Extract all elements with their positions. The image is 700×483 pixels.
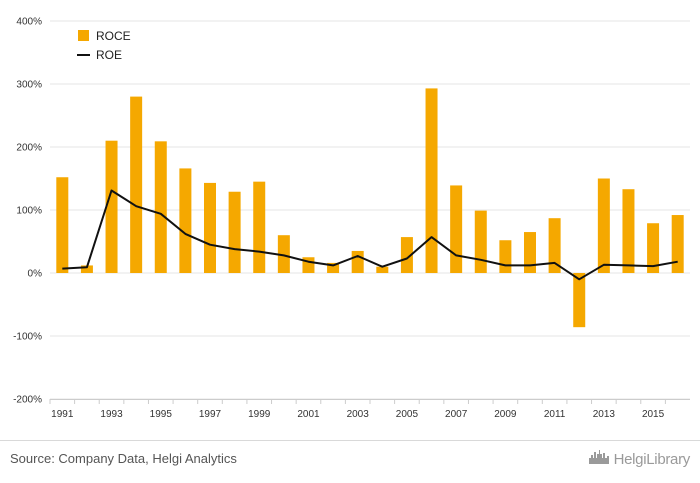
- legend-swatch-roce: [78, 30, 89, 41]
- roce-bar-2012: [573, 273, 586, 328]
- roce-bar-1999: [253, 181, 266, 273]
- y-tick-label: -200%: [13, 395, 42, 406]
- roce-bar-2013: [597, 178, 610, 273]
- y-axis: 400% 300% 200% 100% 0% -100% -200%: [13, 17, 42, 406]
- y-tick-label: 100%: [16, 206, 42, 217]
- roce-bar-1994: [130, 96, 143, 273]
- brand-name: HelgiLibrary: [613, 451, 691, 468]
- x-tick-label: 2007: [445, 409, 468, 420]
- roe-line-series: [62, 189, 678, 281]
- y-tick-label: 300%: [16, 80, 42, 91]
- roce-bar-2009: [499, 240, 512, 273]
- roce-bar-2011: [548, 218, 561, 273]
- roce-bar-1996: [179, 168, 192, 273]
- roce-bar-2016: [671, 215, 684, 273]
- roce-bar-1993: [105, 140, 118, 273]
- legend-label-roce: ROCE: [96, 29, 131, 43]
- roce-bar-2005: [400, 237, 413, 273]
- x-tick-label: 2013: [593, 409, 616, 420]
- roce-bar-1998: [228, 191, 241, 273]
- roce-bar-2006: [425, 88, 438, 273]
- x-tick-label: 2001: [297, 409, 320, 420]
- x-tick-label: 2003: [347, 409, 370, 420]
- x-tick-label: 2011: [544, 409, 566, 420]
- roce-bar-2015: [647, 223, 660, 273]
- x-axis: 1991 1993 1995 1997 1999 2001 2003 2005 2007 2009…: [49, 399, 690, 420]
- roce-bar-1995: [154, 141, 167, 273]
- roe-line: [62, 189, 678, 281]
- x-tick-label: 2015: [642, 409, 665, 420]
- roce-bar-1997: [204, 182, 216, 273]
- footer-divider: [0, 440, 700, 441]
- y-tick-label: 200%: [16, 143, 42, 154]
- roce-bar-1991: [56, 177, 69, 273]
- roce-bar-1992: [80, 265, 93, 273]
- city-skyline-icon: [588, 449, 610, 470]
- roce-bar-2003: [351, 250, 364, 273]
- roce-bar-2004: [376, 266, 389, 273]
- legend-label-roe: ROE: [96, 48, 122, 62]
- x-tick-label: 2009: [494, 409, 517, 420]
- roce-bar-2008: [474, 210, 487, 273]
- source-note: Source: Company Data, Helgi Analytics: [10, 451, 237, 466]
- x-tick-label: 1999: [248, 409, 271, 420]
- legend: ROCE ROE: [77, 29, 131, 62]
- x-tick-label: 1997: [199, 409, 222, 420]
- x-tick-label: 1991: [51, 409, 74, 420]
- x-tick-label: 2005: [396, 409, 419, 420]
- brand-logo[interactable]: HelgiLibrary: [588, 449, 690, 470]
- roce-bar-2000: [277, 235, 290, 273]
- roce-bar-2010: [524, 232, 536, 273]
- y-tick-label: 400%: [16, 17, 42, 28]
- x-tick-label: 1993: [100, 409, 123, 420]
- roce-bar-2002: [327, 262, 340, 273]
- roce-bar-2014: [622, 189, 635, 273]
- roce-bars: [56, 88, 684, 328]
- y-tick-label: 0%: [28, 269, 43, 280]
- chart: 400%300%200%100%0%-100%-200% 1991 1993 199…: [13, 17, 690, 420]
- roce-bar-2007: [450, 185, 463, 273]
- x-tick-label: 1995: [150, 409, 173, 420]
- y-tick-label: -100%: [13, 332, 42, 343]
